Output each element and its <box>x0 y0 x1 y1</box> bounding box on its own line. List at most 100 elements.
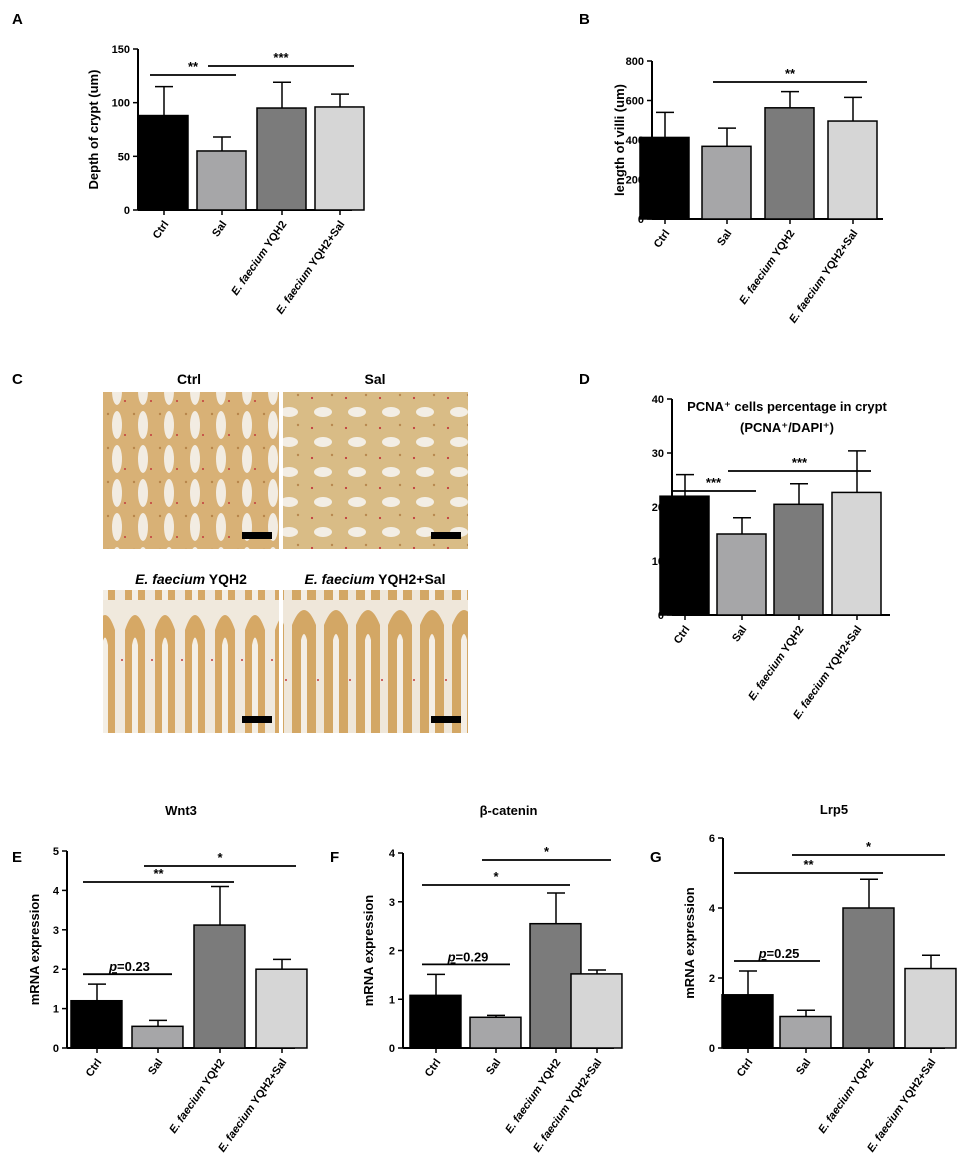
x-tick-label: Ctrl <box>423 1057 444 1079</box>
y-tick-label: 0 <box>638 214 644 226</box>
significance-label: ** <box>188 59 199 74</box>
y-tick-label: 4 <box>53 885 60 897</box>
x-tick-label: Ctrl <box>652 228 673 250</box>
significance-label: *** <box>273 50 289 65</box>
micrograph-image <box>103 590 279 733</box>
significance-label: *** <box>792 455 808 470</box>
x-tick-label: E. faecium YQH2 <box>737 228 797 307</box>
y-tick-label: 600 <box>626 96 644 108</box>
y-tick-label: 800 <box>626 56 644 68</box>
y-tick-label: 100 <box>112 98 130 110</box>
panel-letter: G <box>650 849 662 866</box>
panel-c-micrographs: C Ctrl Sal E. faecium YQH2 E. faecium YQH2+S… <box>12 371 468 733</box>
micrograph-caption: E. faecium YQH2 <box>135 571 247 587</box>
scale-bar <box>242 716 272 723</box>
significance-label: * <box>493 869 499 884</box>
y-tick-label: 0 <box>709 1043 715 1055</box>
y-tick-label: 2 <box>53 964 59 976</box>
micrograph-caption: Sal <box>364 371 385 387</box>
micrograph-image <box>283 392 468 549</box>
y-tick-label: 3 <box>53 925 59 937</box>
bar-4 <box>314 106 365 211</box>
y-tick-label: 30 <box>652 448 664 460</box>
x-tick-label: Ctrl <box>84 1057 105 1079</box>
significance-label: *** <box>706 475 722 490</box>
significance-label: * <box>217 850 223 865</box>
significance-label: ** <box>785 66 796 81</box>
bar-1 <box>138 114 189 211</box>
y-tick-label: 2 <box>389 946 395 958</box>
x-tick-label: E. faecium YQH2+Sal <box>531 1057 604 1155</box>
y-tick-label: 5 <box>53 846 59 858</box>
y-tick-label: 0 <box>658 610 664 622</box>
micrograph-image <box>283 590 468 733</box>
x-tick-label: Sal <box>730 624 749 644</box>
bar-1 <box>409 994 462 1049</box>
y-axis-label: mRNA expression <box>682 887 697 999</box>
significance-label: ** <box>803 857 814 872</box>
y-axis-label: Depth of crypt (um) <box>86 70 101 190</box>
y-tick-label: 4 <box>389 848 396 860</box>
x-tick-label: Ctrl <box>672 624 693 646</box>
bar-3 <box>764 107 815 220</box>
scale-bar <box>431 716 461 723</box>
bar-1 <box>659 495 710 616</box>
bar-2 <box>701 145 752 220</box>
panel-letter: E <box>12 849 22 866</box>
micrograph-caption: Ctrl <box>177 371 201 387</box>
x-tick-label: E. faecium YQH2+Sal <box>787 228 860 326</box>
y-tick-label: 40 <box>652 394 664 406</box>
y-tick-label: 50 <box>118 151 130 163</box>
bar-4 <box>904 967 957 1049</box>
x-tick-label: E. faecium YQH2+Sal <box>791 624 864 722</box>
scale-bar <box>431 532 461 539</box>
y-tick-label: 6 <box>709 833 715 845</box>
bar-3 <box>842 907 895 1049</box>
chart-title: PCNA⁺ cells percentage in crypt <box>687 399 887 414</box>
y-axis-label: mRNA expression <box>27 894 42 1006</box>
bar-4 <box>255 968 308 1049</box>
bar-2 <box>779 1015 832 1049</box>
x-tick-label: Sal <box>715 228 734 248</box>
bar-3 <box>193 924 246 1049</box>
micrograph-caption: E. faecium YQH2+Sal <box>305 571 446 587</box>
significance-label: * <box>866 839 872 854</box>
x-tick-label: Sal <box>794 1057 813 1077</box>
bar-2 <box>196 150 247 211</box>
scale-bar <box>242 532 272 539</box>
x-tick-label: E. faecium YQH2 <box>746 624 806 703</box>
panel-letter: D <box>579 371 590 388</box>
x-tick-label: Ctrl <box>151 219 172 241</box>
x-tick-label: Ctrl <box>735 1057 756 1079</box>
y-tick-label: 4 <box>709 903 716 915</box>
significance-label: * <box>544 844 550 859</box>
y-axis-label: mRNA expression <box>361 895 376 1007</box>
x-tick-label: E. faecium YQH2 <box>816 1057 876 1136</box>
bar-2 <box>131 1025 184 1049</box>
panel-f-chart: F 0 1 2 3 4 mRNA expression β-catenin Ctrl Sal E. … <box>330 803 623 1155</box>
y-axis-label: length of villi (um) <box>612 84 627 196</box>
chart-title: Lrp5 <box>820 802 848 817</box>
bar-1 <box>721 994 774 1049</box>
y-tick-label: 1 <box>53 1004 59 1016</box>
bar-4 <box>827 120 878 220</box>
bar-1 <box>70 999 123 1049</box>
x-tick-label: Sal <box>484 1057 503 1077</box>
bar-2 <box>469 1016 522 1049</box>
pvalue-label: p=0.29 <box>447 949 489 964</box>
chart-title: β-catenin <box>480 803 538 818</box>
micrograph-image <box>103 392 279 549</box>
bar-2 <box>716 533 767 616</box>
chart-subtitle: (PCNA⁺/DAPI⁺) <box>740 420 834 435</box>
x-tick-label: Sal <box>210 219 229 239</box>
bar-3 <box>773 503 824 616</box>
panel-letter: B <box>579 11 590 28</box>
pvalue-label: p=0.23 <box>108 959 150 974</box>
chart-title: Wnt3 <box>165 803 197 818</box>
